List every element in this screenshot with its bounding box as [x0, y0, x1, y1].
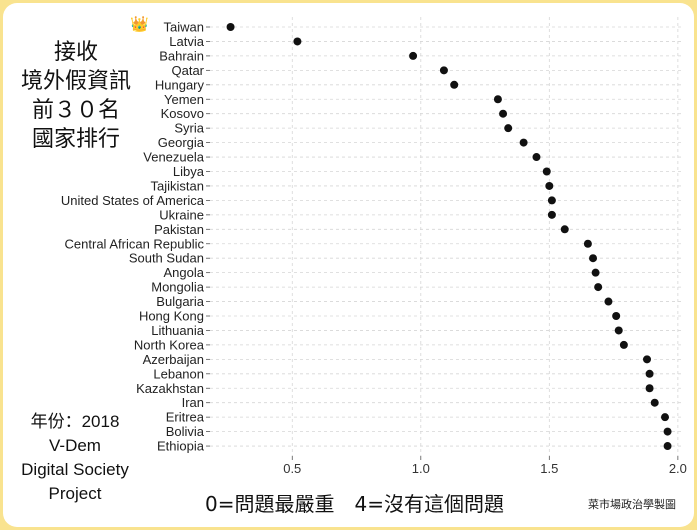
data-point: [604, 297, 613, 306]
y-tick-label: Hong Kong: [139, 309, 204, 324]
y-tick-label: Ukraine: [159, 207, 204, 222]
y-tick-label: Hungary: [155, 77, 205, 92]
data-point: [645, 369, 654, 378]
data-point: [650, 398, 659, 407]
y-tick-label: Ethiopia: [157, 439, 205, 454]
data-point: [643, 355, 652, 364]
y-tick-label: Kazakhstan: [136, 381, 204, 396]
y-tick-label: Georgia: [158, 135, 205, 150]
side-title-line: 前３０名: [31, 98, 120, 123]
data-point: [612, 312, 621, 320]
y-tick-label: Latvia: [169, 34, 204, 49]
data-point: [519, 138, 528, 147]
y-axis-labels: TaiwanLatviaBahrainQatarHungaryYemenKoso…: [61, 20, 210, 454]
data-points: [226, 23, 672, 451]
credit-text: 菜市場政治學製圖: [588, 498, 676, 511]
data-point: [499, 109, 508, 118]
y-tick-label: United States of America: [61, 193, 205, 208]
data-point: [493, 95, 502, 104]
data-point: [450, 80, 459, 89]
data-point: [547, 210, 556, 219]
data-point: [661, 413, 670, 422]
y-tick-label: Iran: [182, 395, 204, 410]
y-tick-label: Syria: [174, 121, 204, 136]
data-point: [663, 427, 672, 436]
chart-frame: [3, 3, 694, 527]
x-axis-label: 0=問題最嚴重 4=沒有這個問題: [205, 492, 504, 516]
y-tick-label: Angola: [164, 265, 205, 280]
grid-lines: [210, 17, 683, 456]
data-point: [560, 225, 569, 234]
x-tick-label: 1.5: [540, 461, 558, 476]
y-tick-label: Bulgaria: [156, 294, 204, 309]
data-point: [619, 340, 628, 349]
y-tick-label: Bahrain: [159, 48, 204, 63]
data-point: [532, 153, 541, 162]
y-tick-label: Lebanon: [153, 366, 204, 381]
data-point: [542, 167, 551, 176]
y-tick-label: North Korea: [134, 337, 205, 352]
y-tick-label: Azerbaijan: [143, 352, 204, 367]
crown-icon: 👑: [130, 15, 149, 33]
data-point: [439, 66, 448, 75]
y-tick-label: Yemen: [164, 92, 204, 107]
y-tick-label: Lithuania: [151, 323, 205, 338]
source-note: 年份：2018 V-Dem Digital Society Project: [2, 410, 148, 506]
source-note-line: V-Dem: [49, 436, 101, 455]
y-tick-label: Qatar: [171, 63, 204, 78]
y-tick-label: Pakistan: [154, 222, 204, 237]
y-tick-label: Kosovo: [161, 106, 204, 121]
data-point: [663, 442, 672, 451]
data-point: [583, 239, 592, 248]
side-title: 接收 境外假資訊 前３０名 國家排行: [4, 38, 148, 154]
y-tick-label: Tajikistan: [151, 178, 204, 193]
data-point: [504, 124, 513, 133]
x-axis-ticks: 0.5 1.0 1.5 2.0: [283, 456, 687, 476]
source-note-line: Digital Society: [21, 460, 129, 479]
y-tick-label: South Sudan: [129, 251, 204, 266]
y-tick-label: Libya: [173, 164, 205, 179]
data-point: [589, 254, 598, 263]
y-tick-label: Mongolia: [151, 280, 205, 295]
data-point: [226, 23, 235, 31]
side-title-line: 接收: [53, 40, 98, 65]
data-point: [547, 196, 556, 205]
side-title-line: 國家排行: [31, 127, 120, 152]
source-note-line: 年份：2018: [30, 412, 120, 431]
data-point: [545, 181, 554, 190]
side-title-line: 境外假資訊: [20, 69, 131, 94]
data-point: [614, 326, 623, 335]
x-tick-label: 1.0: [412, 461, 430, 476]
y-tick-label: Taiwan: [164, 20, 204, 35]
x-tick-label: 2.0: [669, 461, 687, 476]
y-tick-label: Bolivia: [166, 424, 205, 439]
y-tick-label: Venezuela: [143, 150, 204, 165]
data-point: [409, 51, 418, 60]
y-tick-label: Eritrea: [166, 410, 205, 425]
data-point: [645, 384, 654, 393]
data-point: [591, 268, 600, 277]
x-tick-label: 0.5: [283, 461, 301, 476]
data-point: [594, 283, 603, 292]
y-tick-label: Central African Republic: [65, 236, 205, 251]
source-note-line: Project: [48, 484, 102, 503]
data-point: [293, 37, 302, 46]
